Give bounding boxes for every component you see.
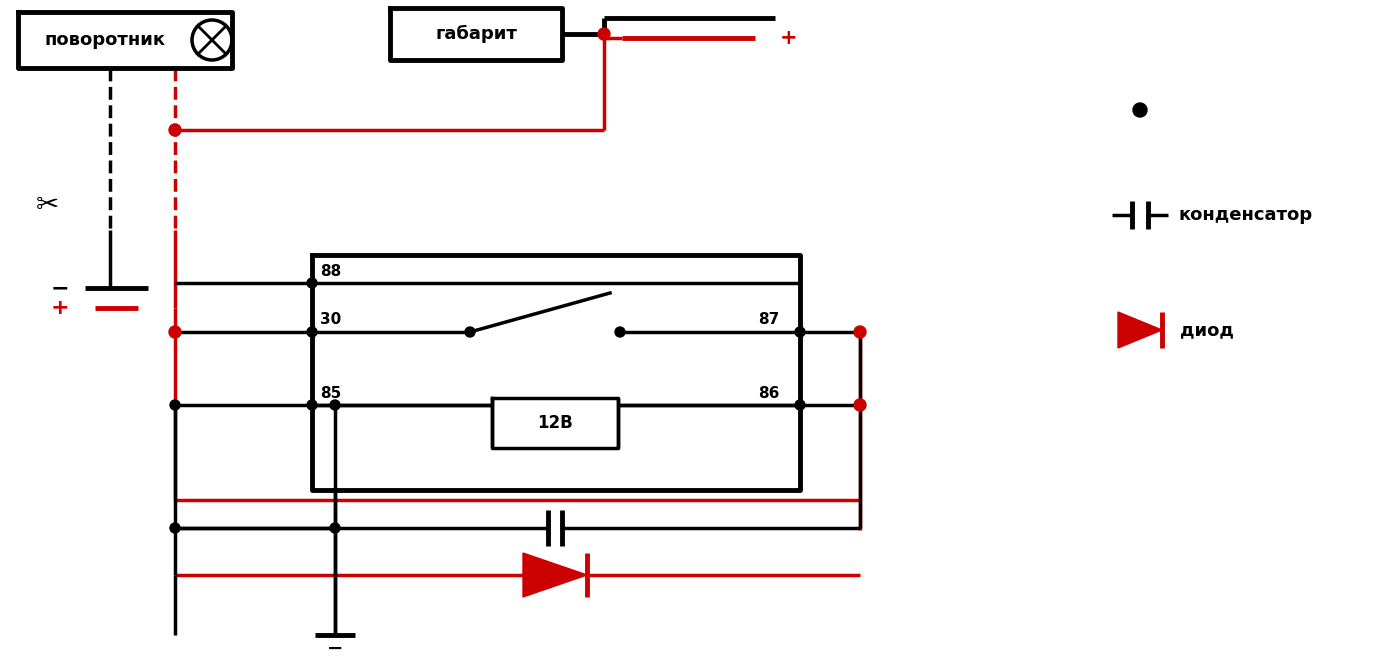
Text: 88: 88: [321, 263, 342, 278]
Circle shape: [615, 327, 624, 337]
Circle shape: [330, 523, 340, 533]
Text: 12В: 12В: [538, 414, 573, 432]
Circle shape: [307, 327, 316, 337]
Circle shape: [1133, 103, 1147, 117]
Circle shape: [169, 124, 181, 136]
Circle shape: [795, 400, 805, 410]
Text: 85: 85: [321, 386, 342, 401]
Circle shape: [795, 327, 805, 337]
Circle shape: [169, 523, 181, 533]
Circle shape: [169, 400, 181, 410]
Polygon shape: [524, 553, 587, 597]
Circle shape: [307, 278, 316, 288]
Text: 86: 86: [757, 386, 780, 401]
Circle shape: [169, 326, 181, 338]
Text: поворотник: поворотник: [45, 31, 165, 49]
Circle shape: [465, 327, 475, 337]
Text: −: −: [50, 278, 70, 298]
Circle shape: [307, 400, 316, 410]
Circle shape: [854, 326, 867, 338]
Text: −: −: [326, 638, 343, 657]
Text: диод: диод: [1180, 321, 1233, 339]
Text: +: +: [780, 28, 798, 48]
Circle shape: [854, 399, 867, 411]
Text: ✂: ✂: [36, 191, 59, 219]
Polygon shape: [1119, 312, 1162, 348]
Text: конденсатор: конденсатор: [1177, 206, 1312, 224]
Text: 87: 87: [757, 313, 780, 328]
Text: габарит: габарит: [435, 25, 517, 43]
Circle shape: [598, 28, 610, 40]
Text: 30: 30: [321, 313, 342, 328]
Text: +: +: [50, 298, 70, 318]
Circle shape: [330, 400, 340, 410]
